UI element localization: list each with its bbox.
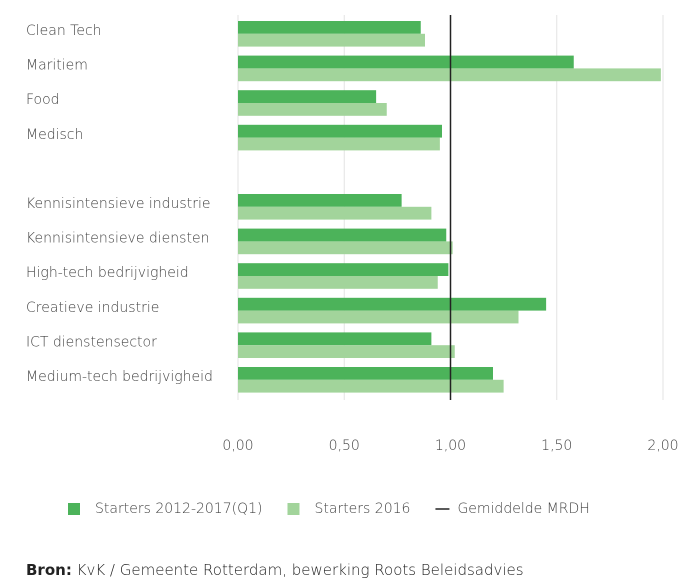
bar [238,297,547,311]
category-label: High-tech bedrijvigheid [26,265,189,281]
bar [238,379,504,393]
bar [238,21,421,34]
category-label: Maritiem [26,58,88,74]
bar [238,332,432,346]
x-tick-label: 0,00 [222,438,253,454]
x-tick-label: 1,00 [435,438,466,454]
category-label: ICT dienstensector [26,334,157,350]
bar [238,241,453,255]
bar [238,124,442,138]
category-label: Food [26,92,60,108]
bar [238,367,493,380]
legend-label: Starters 2012-2017(Q1) [95,501,262,517]
bar [238,33,425,47]
category-label: Medisch [26,127,83,143]
bar [238,103,387,116]
bar [238,206,432,220]
legend-swatch [287,503,300,515]
bar [238,68,661,82]
x-tick-label: 1,50 [541,438,572,454]
category-label: Creatieve industrie [26,300,159,316]
category-label: Medium-tech bedrijvigheid [26,369,213,385]
bar [238,263,449,276]
legend-swatch [68,503,80,515]
category-label: Clean Tech [26,23,102,39]
legend-label: Gemiddelde MRDH [457,501,589,517]
source-text: KvK / Gemeente Rotterdam, bewerking Root… [77,561,524,579]
bar [238,90,377,103]
category-label: Kennisintensieve industrie [26,196,210,212]
x-tick-label: 2,00 [647,438,678,454]
bar [238,137,440,151]
x-tick-label: 0,50 [329,438,360,454]
bar [238,276,438,289]
source: Bron: KvK / Gemeente Rotterdam, bewerkin… [26,561,524,579]
category-label: Kennisintensieve diensten [26,231,209,247]
bar [238,228,447,242]
bar [238,194,402,207]
legend-label: Starters 2016 [314,501,410,517]
source-label: Bron: [26,561,72,579]
bar [238,310,519,324]
bar [238,55,574,69]
bar [238,345,455,358]
